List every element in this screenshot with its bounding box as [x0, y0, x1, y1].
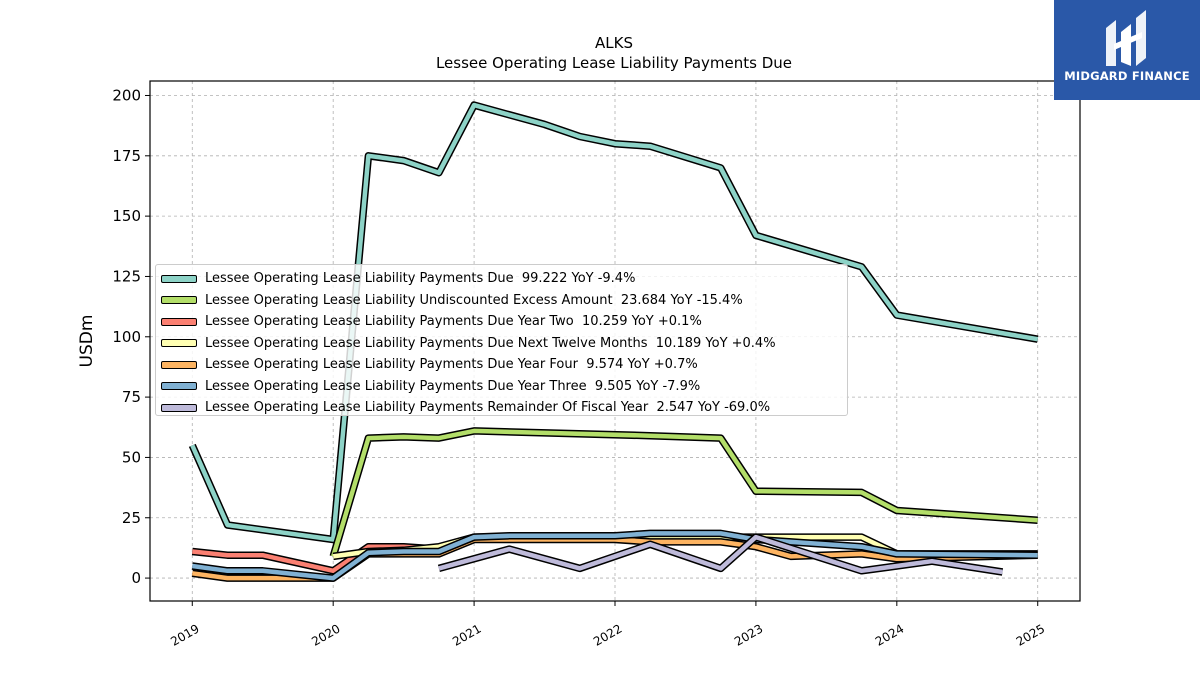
x-tick-label: 2021 — [450, 621, 483, 648]
y-tick-label: 100 — [112, 328, 141, 346]
legend-item: Lessee Operating Lease Liability Payment… — [156, 354, 847, 376]
series-stroke — [191, 531, 1038, 581]
legend-label: Lessee Operating Lease Liability Payment… — [205, 378, 701, 394]
chart-legend: Lessee Operating Lease Liability Payment… — [155, 264, 848, 416]
x-tick-label: 2022 — [591, 621, 624, 648]
y-tick-label: 25 — [122, 509, 141, 527]
y-tick-label: 0 — [131, 569, 141, 587]
x-tick-label: 2020 — [309, 621, 342, 648]
legend-swatch — [161, 317, 197, 326]
brand-logo: MIDGARD FINANCE — [1054, 0, 1200, 100]
x-tick-label: 2025 — [1014, 621, 1047, 648]
legend-label: Lessee Operating Lease Liability Payment… — [205, 357, 698, 373]
legend-item: Lessee Operating Lease Liability Undisco… — [156, 290, 847, 312]
legend-label: Lessee Operating Lease Liability Payment… — [205, 314, 702, 330]
legend-item: Lessee Operating Lease Liability Payment… — [156, 376, 847, 398]
brand-name: MIDGARD FINANCE — [1064, 69, 1190, 83]
legend-swatch — [161, 403, 197, 412]
y-axis: 0 25 50 75 100 125 150 175 200 — [112, 86, 150, 587]
y-tick-label: 50 — [122, 448, 141, 466]
legend-label: Lessee Operating Lease Liability Payment… — [205, 335, 776, 351]
series-line-7 — [437, 533, 1004, 576]
legend-swatch — [161, 274, 197, 283]
chart-subtitle: Lessee Operating Lease Liability Payment… — [436, 54, 792, 72]
series-line-2 — [329, 427, 1038, 558]
legend-label: Lessee Operating Lease Liability Payment… — [205, 271, 636, 287]
legend-item: Lessee Operating Lease Liability Payment… — [156, 311, 847, 333]
y-tick-label: 75 — [122, 388, 141, 406]
legend-swatch — [161, 296, 197, 305]
series-stroke — [331, 428, 1038, 558]
series-stroke — [438, 534, 1003, 575]
x-axis: 2019 2020 2021 2022 2023 2024 2025 — [168, 601, 1047, 649]
chart-title: ALKS — [595, 34, 633, 52]
y-axis-label: USDm — [77, 315, 97, 368]
series-line-6 — [191, 529, 1038, 582]
y-tick-label: 150 — [112, 207, 141, 225]
legend-swatch — [161, 360, 197, 369]
midgard-logo-icon — [1106, 10, 1146, 66]
legend-item: Lessee Operating Lease Liability Payment… — [156, 268, 847, 290]
y-tick-label: 175 — [112, 147, 141, 165]
legend-item: Lessee Operating Lease Liability Payment… — [156, 397, 847, 419]
x-tick-label: 2023 — [732, 621, 765, 648]
y-tick-label: 200 — [112, 86, 141, 104]
legend-item: Lessee Operating Lease Liability Payment… — [156, 333, 847, 355]
x-tick-label: 2024 — [873, 621, 906, 648]
series-stroke — [190, 102, 1039, 542]
series-line-1 — [188, 101, 1039, 544]
legend-swatch — [161, 339, 197, 348]
series-lines — [188, 101, 1039, 582]
y-tick-label: 125 — [112, 267, 141, 285]
legend-label: Lessee Operating Lease Liability Undisco… — [205, 292, 743, 308]
legend-label: Lessee Operating Lease Liability Payment… — [205, 400, 771, 416]
legend-swatch — [161, 382, 197, 391]
x-tick-label: 2019 — [168, 621, 201, 648]
